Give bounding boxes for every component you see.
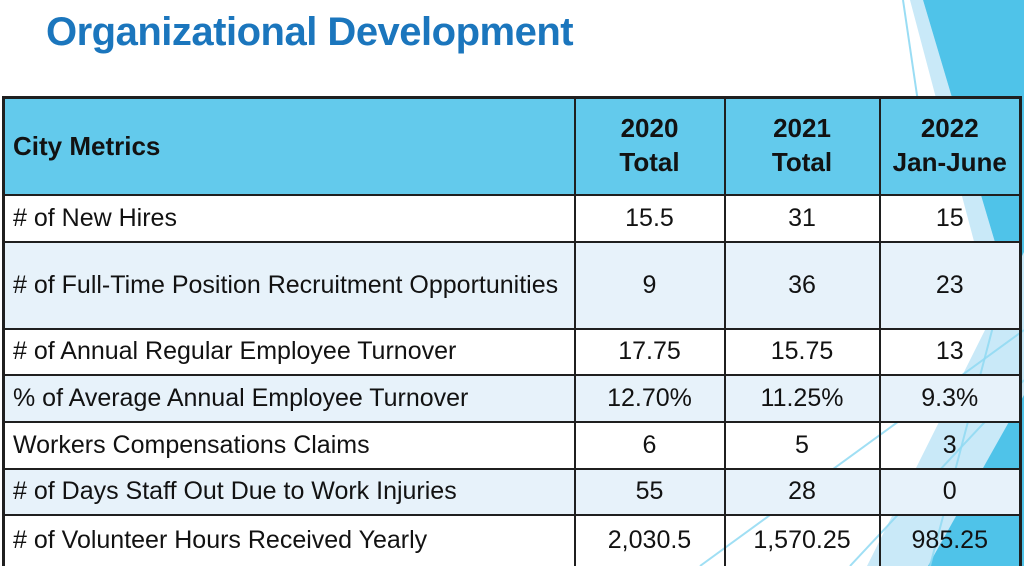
value-cell: 985.25	[878, 513, 1022, 566]
table-row: # of Volunteer Hours Received Yearly 2,0…	[2, 513, 1022, 566]
table-row: # of Full-Time Position Recruitment Oppo…	[2, 240, 1022, 330]
value-cell: 5	[723, 420, 881, 470]
value-cell: 28	[723, 467, 881, 516]
value-cell: 1,570.25	[723, 513, 881, 566]
table-row: # of New Hires 15.5 31 15	[2, 193, 1022, 243]
value-cell: 17.75	[573, 327, 726, 376]
value-cell: 6	[573, 420, 726, 470]
value-cell: 0	[878, 467, 1022, 516]
value-cell: 2,030.5	[573, 513, 726, 566]
page-title: Organizational Development	[46, 10, 574, 54]
value-cell: 11.25%	[723, 373, 881, 423]
value-cell: 13	[878, 327, 1022, 376]
metric-label-cell: # of Days Staff Out Due to Work Injuries	[2, 467, 576, 516]
metric-label-cell: # of New Hires	[2, 193, 576, 243]
value-cell: 3	[878, 420, 1022, 470]
table-row: # of Days Staff Out Due to Work Injuries…	[2, 467, 1022, 516]
header-cell-2022-jan-june: 2022 Jan-June	[878, 96, 1022, 196]
header-cell-2020-total: 2020 Total	[573, 96, 726, 196]
metric-label-cell: % of Average Annual Employee Turnover	[2, 373, 576, 423]
metric-label-cell: # of Annual Regular Employee Turnover	[2, 327, 576, 376]
metric-label-cell: Workers Compensations Claims	[2, 420, 576, 470]
value-cell: 15.5	[573, 193, 726, 243]
header-cell-2021-total: 2021 Total	[723, 96, 881, 196]
value-cell: 12.70%	[573, 373, 726, 423]
value-cell: 23	[878, 240, 1022, 330]
metric-label-cell: # of Full-Time Position Recruitment Oppo…	[2, 240, 576, 330]
value-cell: 31	[723, 193, 881, 243]
city-metrics-table: City Metrics 2020 Total 2021 Total 2022 …	[2, 96, 1022, 566]
table-row: Workers Compensations Claims 6 5 3	[2, 420, 1022, 470]
value-cell: 36	[723, 240, 881, 330]
value-cell: 9	[573, 240, 726, 330]
value-cell: 15	[878, 193, 1022, 243]
table-header-row: City Metrics 2020 Total 2021 Total 2022 …	[2, 96, 1022, 196]
table-row: % of Average Annual Employee Turnover 12…	[2, 373, 1022, 423]
value-cell: 55	[573, 467, 726, 516]
metric-label-cell: # of Volunteer Hours Received Yearly	[2, 513, 576, 566]
value-cell: 15.75	[723, 327, 881, 376]
value-cell: 9.3%	[878, 373, 1022, 423]
table-row: # of Annual Regular Employee Turnover 17…	[2, 327, 1022, 376]
header-cell-city-metrics: City Metrics	[2, 96, 576, 196]
